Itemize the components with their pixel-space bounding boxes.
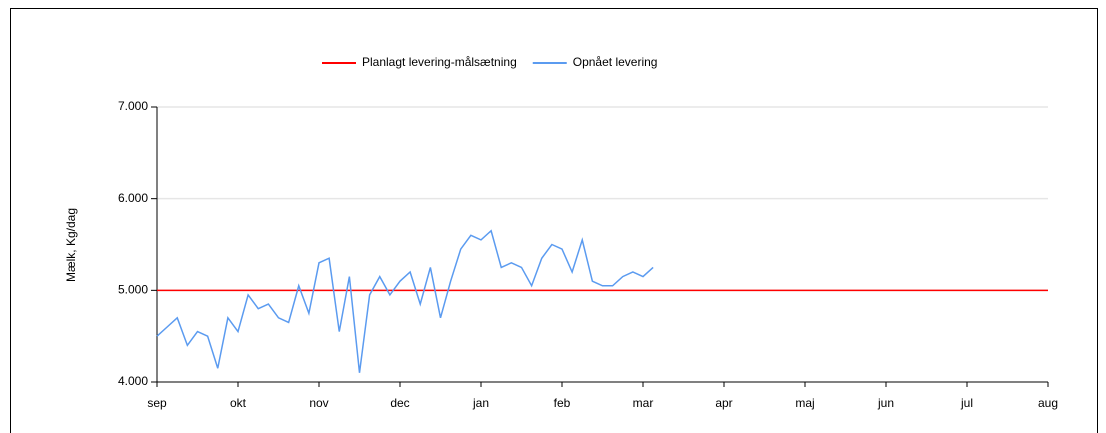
frame bbox=[10, 8, 1098, 433]
legend-label: Opnået levering bbox=[573, 55, 658, 69]
x-tick-label: aug bbox=[1038, 396, 1058, 410]
x-tick-label: mar bbox=[633, 396, 654, 410]
series-line bbox=[156, 229, 654, 373]
x-tick-label: dec bbox=[390, 396, 409, 410]
y-tick-label: 6.000 bbox=[118, 191, 148, 205]
x-tick-label: jul bbox=[960, 396, 973, 410]
x-tick-label: maj bbox=[795, 396, 814, 410]
x-tick-label: feb bbox=[554, 396, 571, 410]
x-tick-label: sep bbox=[147, 396, 167, 410]
y-tick-label: 7.000 bbox=[118, 99, 148, 113]
y-axis-label: Mælk, Kg/dag bbox=[64, 208, 78, 282]
x-tick-label: jan bbox=[472, 396, 489, 410]
x-tick-label: apr bbox=[715, 396, 732, 410]
y-tick-label: 5.000 bbox=[118, 283, 148, 297]
legend-label: Planlagt levering-målsætning bbox=[362, 55, 517, 69]
x-tick-label: nov bbox=[309, 396, 328, 410]
y-tick-label: 4.000 bbox=[118, 374, 148, 388]
x-tick-label: okt bbox=[230, 396, 247, 410]
x-tick-label: jun bbox=[877, 396, 894, 410]
